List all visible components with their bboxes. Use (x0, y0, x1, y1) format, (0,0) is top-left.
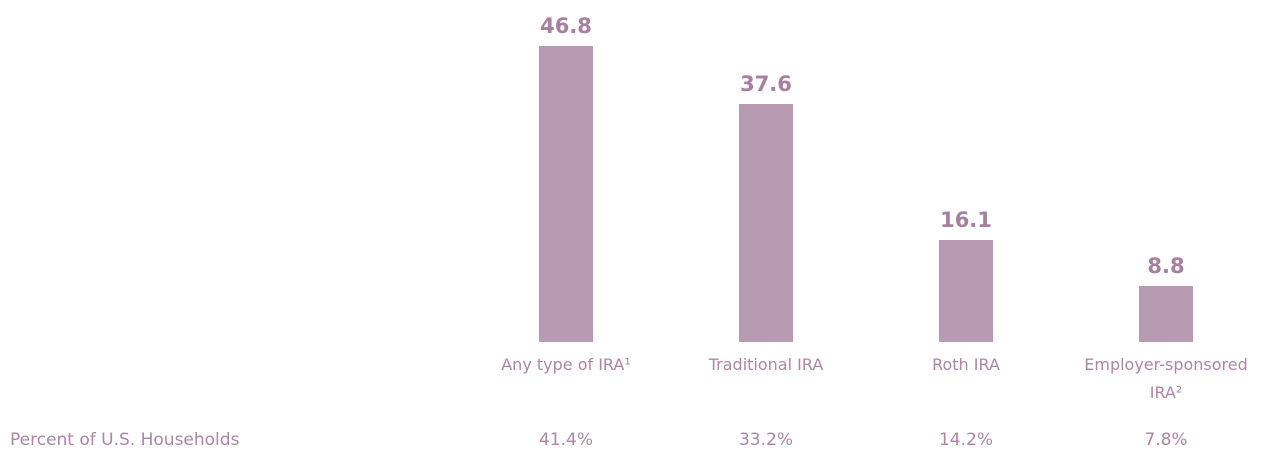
row-value: 33.2% (738, 430, 793, 450)
row-value: 41.4% (538, 430, 593, 450)
x-tick-label: Traditional IRA (708, 355, 824, 374)
x-tick-label: Employer-sponsored IRA² (1084, 355, 1248, 402)
value-label: 8.8 (1147, 254, 1185, 279)
row-value: 14.2% (938, 430, 993, 450)
x-tick-label: Any type of IRA¹ (501, 355, 631, 374)
row-value: 7.8% (1144, 430, 1188, 450)
bar (739, 104, 793, 342)
bar (539, 46, 593, 342)
x-tick-label: Roth IRA (932, 355, 1000, 374)
bar (1139, 286, 1193, 342)
value-label: 37.6 (740, 72, 792, 97)
value-label: 16.1 (940, 208, 992, 233)
value-label: 46.8 (540, 14, 592, 39)
row-label: Percent of U.S. Households (10, 430, 240, 450)
bar (939, 240, 993, 342)
